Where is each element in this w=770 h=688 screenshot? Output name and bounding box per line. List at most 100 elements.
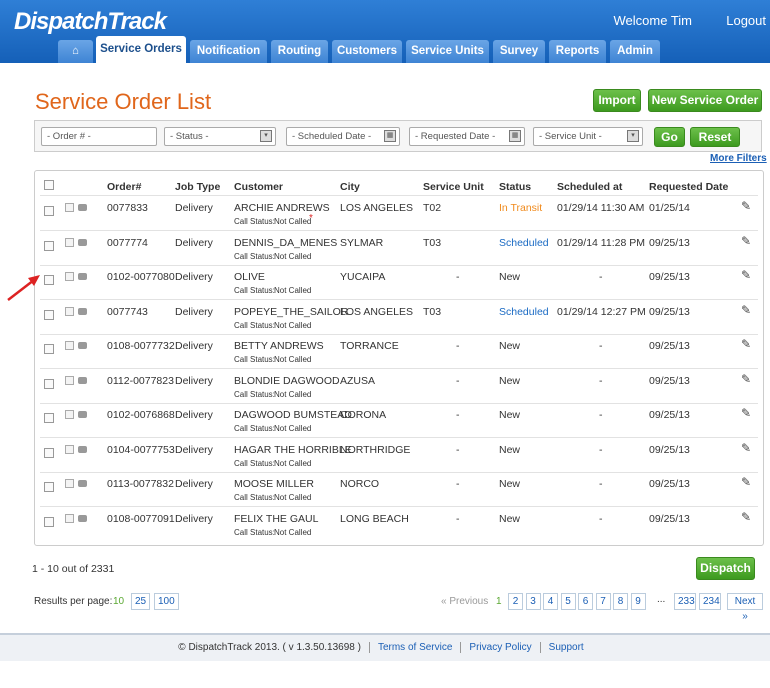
customer[interactable]: DAGWOOD BUMSTEAD (234, 409, 352, 421)
per-page-option[interactable]: 10 (113, 596, 125, 607)
column-header[interactable]: Customer (234, 181, 284, 193)
select-all[interactable] (44, 180, 54, 190)
note-icon[interactable] (65, 341, 74, 350)
column-header[interactable]: City (340, 181, 360, 193)
customer[interactable]: BETTY ANDREWS (234, 340, 324, 352)
column-header[interactable]: Job Type (175, 181, 221, 193)
note-icon[interactable] (65, 203, 74, 212)
edit-icon[interactable]: ✎ (741, 233, 752, 248)
footer-link[interactable]: Privacy Policy (460, 642, 540, 653)
column-header[interactable]: Requested Date (649, 181, 729, 193)
edit-icon[interactable]: ✎ (741, 302, 752, 317)
page-link[interactable]: 3 (525, 593, 541, 610)
logo[interactable]: DispatchTrack (14, 8, 167, 35)
camera-icon[interactable] (78, 514, 87, 522)
row-checkbox[interactable] (44, 309, 54, 320)
row-checkbox[interactable] (44, 413, 54, 423)
column-header[interactable]: Status (499, 181, 532, 193)
row-checkbox[interactable] (44, 344, 54, 354)
filter-input[interactable]: - Requested Date - ▦ (409, 127, 525, 146)
nav-tab[interactable]: Routing (271, 40, 328, 63)
edit-icon[interactable]: ✎ (741, 509, 752, 524)
column-header[interactable]: Order# (107, 181, 142, 193)
page-link[interactable]: 4 (543, 593, 558, 610)
camera-icon[interactable] (78, 273, 87, 280)
page-link[interactable]: 7 (595, 593, 611, 610)
per-page-option[interactable]: 100 (154, 593, 179, 610)
row-checkbox[interactable] (44, 240, 54, 251)
camera-icon[interactable] (78, 238, 87, 246)
footer-link[interactable]: Terms of Service (368, 642, 461, 653)
edit-icon[interactable]: ✎ (741, 475, 752, 489)
customer[interactable]: OLIVE (234, 271, 265, 283)
page-link[interactable]: 233 (674, 593, 696, 610)
column-header[interactable]: Scheduled at (557, 181, 623, 193)
page-link[interactable]: 6 (578, 593, 593, 610)
call-status[interactable]: Not Called (274, 217, 312, 226)
nav-tab[interactable]: Service Orders (96, 36, 186, 63)
nav-tab[interactable]: Reports (549, 40, 606, 63)
customer[interactable]: ARCHIE ANDREWS (234, 202, 330, 214)
filter-input[interactable]: - Order # - (41, 127, 157, 146)
row-checkbox[interactable] (44, 482, 54, 492)
nav-tab[interactable]: Customers (332, 40, 402, 63)
call-status[interactable]: Not Called (274, 458, 312, 468)
filter-input[interactable]: - Service Unit - ▾ (533, 127, 643, 146)
note-icon[interactable] (65, 272, 74, 281)
customer[interactable]: POPEYE_THE_SAILOR (234, 305, 349, 318)
customer[interactable]: FELIX THE GAUL (234, 512, 319, 525)
call-status[interactable]: Not Called (274, 493, 312, 502)
row-checkbox[interactable] (44, 378, 54, 389)
camera-icon[interactable] (78, 204, 87, 211)
nav-tab[interactable]: Survey (493, 40, 545, 63)
column-header[interactable]: Service Unit (423, 181, 484, 193)
page-link[interactable]: 5 (560, 593, 576, 610)
call-status[interactable]: Not Called (274, 286, 312, 295)
camera-icon[interactable] (78, 445, 87, 453)
page-link[interactable]: 2 (508, 593, 523, 610)
new-order-button[interactable]: New Service Order (648, 89, 762, 112)
edit-icon[interactable]: ✎ (741, 440, 752, 455)
note-icon[interactable] (65, 375, 74, 385)
note-icon[interactable] (65, 444, 74, 454)
camera-icon[interactable] (78, 376, 87, 384)
edit-icon[interactable]: ✎ (741, 268, 752, 282)
note-icon[interactable] (65, 479, 74, 488)
home-tab[interactable]: ⌂ (58, 40, 93, 63)
dispatch-button[interactable]: Dispatch (696, 557, 755, 580)
page-link[interactable]: 234 (699, 593, 721, 610)
reset-button[interactable]: Reset (690, 127, 740, 147)
note-icon[interactable] (65, 237, 74, 247)
nav-tab[interactable]: Service Units (406, 40, 489, 63)
edit-icon[interactable]: ✎ (741, 371, 752, 386)
nav-tab[interactable]: Notification (190, 40, 267, 63)
go-button[interactable]: Go (654, 127, 685, 147)
import-button[interactable]: Import (593, 89, 641, 112)
call-status[interactable]: Not Called (274, 527, 312, 537)
edit-icon[interactable]: ✎ (741, 199, 752, 213)
per-page-option[interactable]: 25 (131, 593, 151, 610)
page-link[interactable]: 9 (630, 593, 646, 610)
page-link[interactable]: 1 (496, 596, 502, 607)
nav-tab[interactable]: Admin (610, 40, 660, 63)
page-link[interactable]: 8 (613, 593, 628, 610)
next[interactable]: Next » (727, 593, 763, 622)
row-checkbox[interactable] (44, 516, 54, 527)
row-checkbox[interactable] (44, 447, 54, 458)
note-icon[interactable] (65, 410, 74, 419)
logout[interactable]: Logout (726, 13, 766, 28)
filter-input[interactable]: - Status - ▾ (164, 127, 276, 146)
customer[interactable]: DENNIS_DA_MENES (234, 236, 338, 249)
filter-input[interactable]: - Scheduled Date - ▦ (286, 127, 400, 146)
row-checkbox[interactable] (44, 206, 54, 216)
call-status[interactable]: Not Called (274, 320, 312, 330)
more-filters[interactable]: More Filters (710, 153, 767, 164)
customer[interactable]: MOOSE MILLER (234, 478, 314, 490)
call-status[interactable]: Not Called (274, 355, 312, 364)
camera-icon[interactable] (78, 411, 87, 418)
customer[interactable]: BLONDIE DAGWOOD (234, 374, 340, 387)
row-checkbox[interactable] (44, 275, 54, 285)
call-status[interactable]: Not Called (274, 424, 312, 433)
note-icon[interactable] (65, 513, 74, 523)
camera-icon[interactable] (78, 342, 87, 349)
